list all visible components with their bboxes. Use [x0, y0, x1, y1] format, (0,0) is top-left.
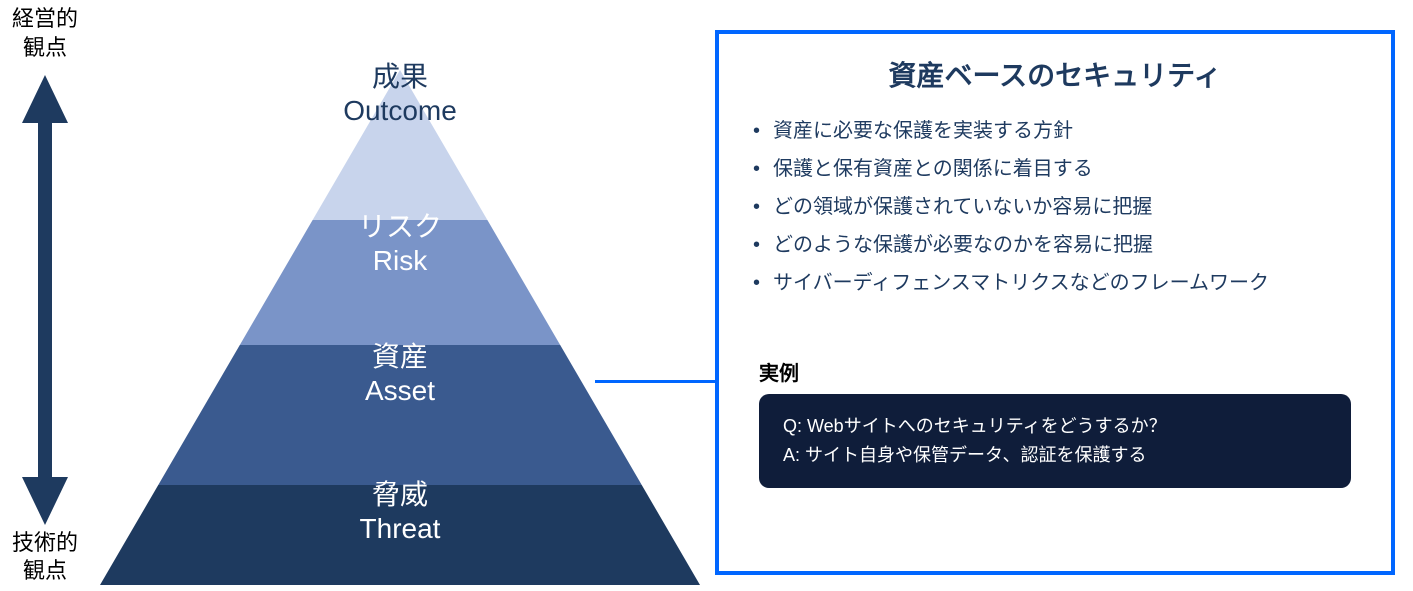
diagram-container: 経営的 観点 技術的 観点 脅威Threat 資産Asset リスクRisk 成果Ou… [0, 0, 1413, 591]
bullet-item: 保護と保有資産との関係に着目する [749, 150, 1361, 188]
pyramid-layer-label: 成果Outcome [100, 60, 700, 127]
pyramid-layer-label: 資産Asset [100, 340, 700, 407]
axis-bottom-label: 技術的 観点 [0, 529, 90, 586]
bullet-item: サイバーディフェンスマトリクスなどのフレームワーク [749, 264, 1361, 302]
bullet-item: どの領域が保護されていないか容易に把握 [749, 188, 1361, 226]
bullet-list: 資産に必要な保護を実装する方針保護と保有資産との関係に着目するどの領域が保護され… [749, 112, 1361, 302]
example-box: Q: Webサイトへのセキュリティをどうするか？ A: サイト自身や保管データ、… [759, 394, 1351, 488]
axis-top-line2: 観点 [23, 35, 67, 60]
bullet-item: どのような保護が必要なのかを容易に把握 [749, 226, 1361, 264]
axis-bottom-line2: 観点 [23, 558, 67, 583]
pyramid-labels: 脅威Threat 資産Asset リスクRisk 成果Outcome [100, 30, 700, 585]
callout-title: 資産ベースのセキュリティ [749, 54, 1361, 94]
connector-line [595, 380, 715, 383]
axis-top-label: 経営的 観点 [0, 5, 90, 62]
axis-bottom-line1: 技術的 [12, 530, 78, 555]
pyramid-layer-label: 脅威Threat [100, 478, 700, 545]
pyramid-chart: 脅威Threat 資産Asset リスクRisk 成果Outcome [100, 30, 700, 585]
example-label: 実例 [759, 357, 1361, 386]
left-panel: 経営的 観点 技術的 観点 脅威Threat 資産Asset リスクRisk 成果Ou… [0, 0, 720, 591]
example-a: A: サイト自身や保管データ、認証を保護する [783, 441, 1327, 470]
double-arrow-icon [20, 75, 70, 525]
axis-top-line1: 経営的 [12, 6, 78, 31]
axis-labels: 経営的 観点 技術的 観点 [0, 0, 90, 591]
callout-box: 資産ベースのセキュリティ 資産に必要な保護を実装する方針保護と保有資産との関係に… [715, 30, 1395, 575]
pyramid-layer-label: リスクRisk [100, 210, 700, 277]
bullet-item: 資産に必要な保護を実装する方針 [749, 112, 1361, 150]
example-q: Q: Webサイトへのセキュリティをどうするか？ [783, 412, 1327, 441]
